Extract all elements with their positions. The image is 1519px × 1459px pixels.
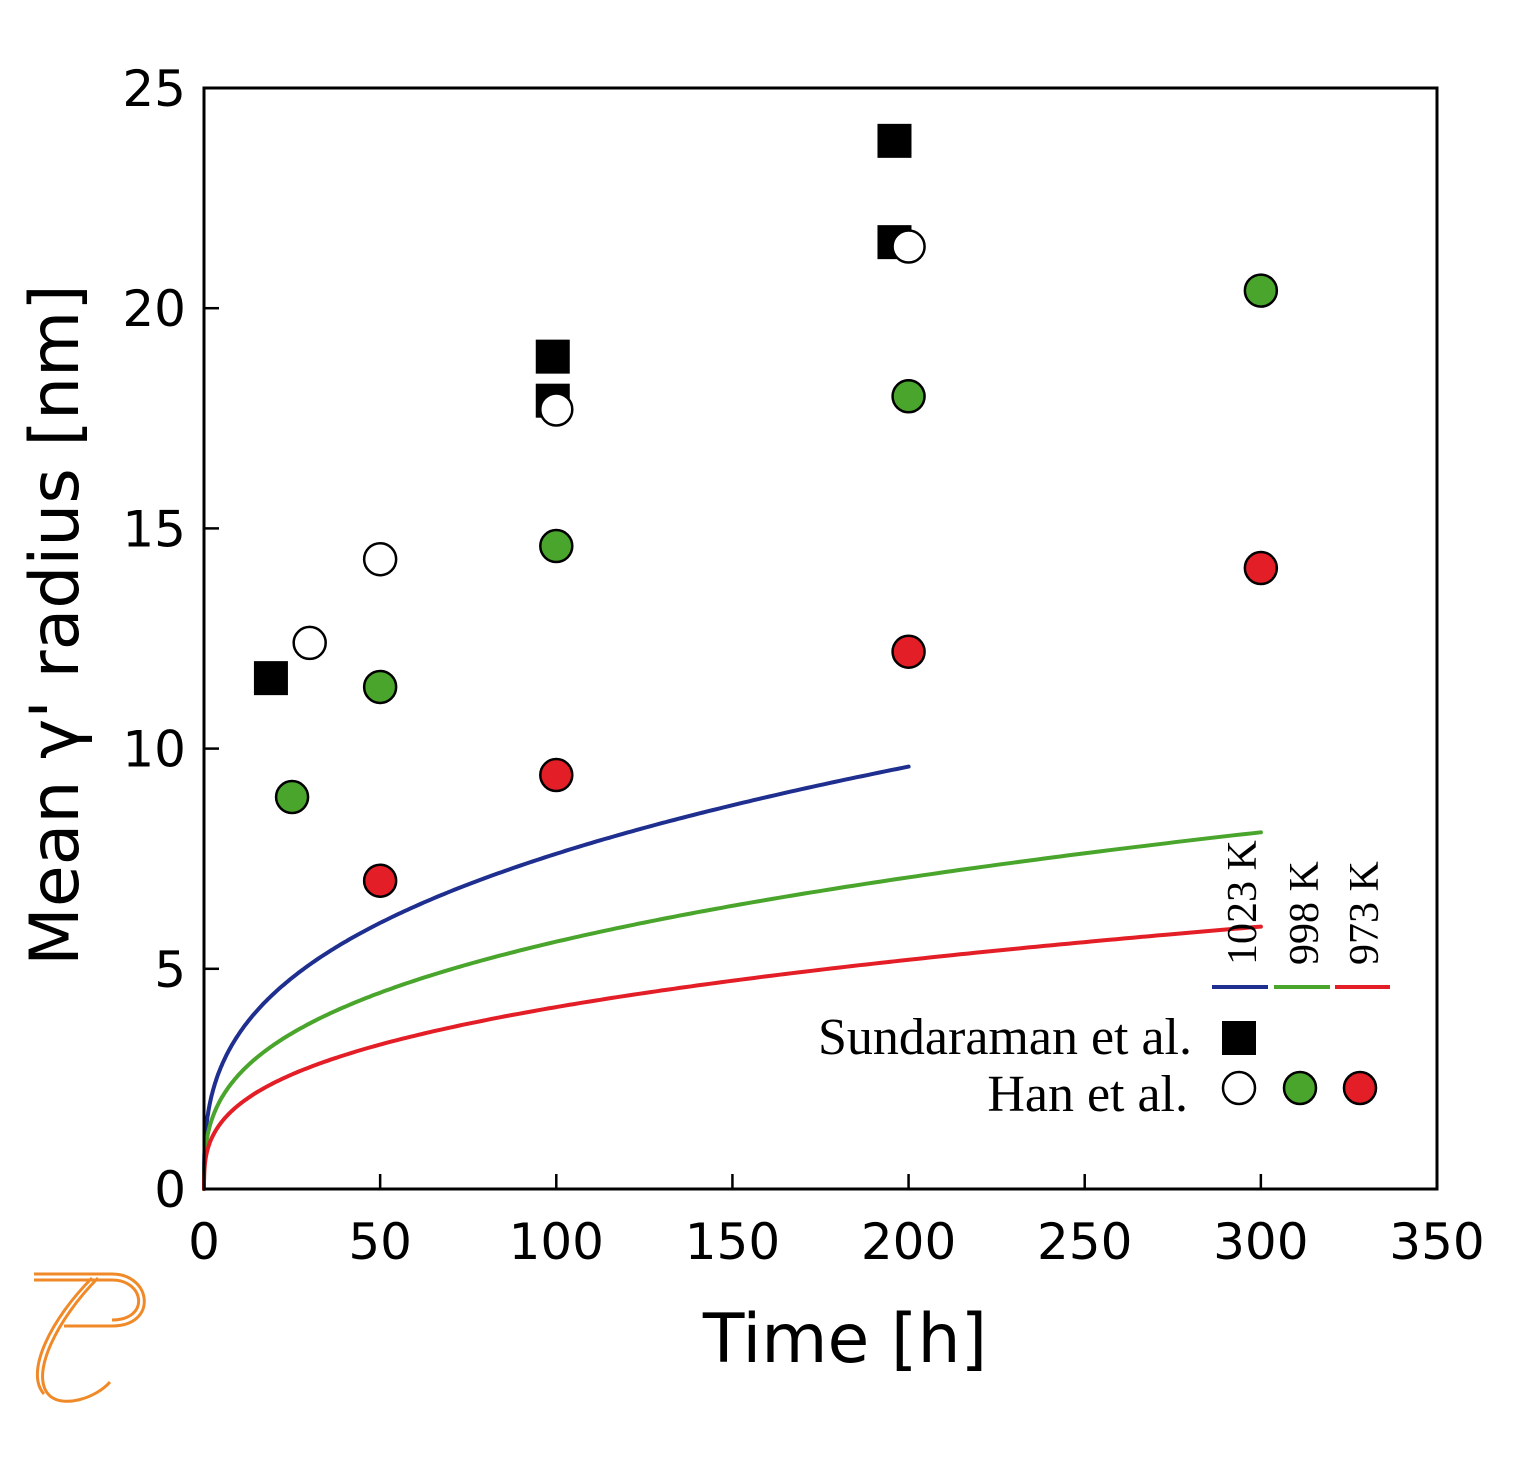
marker-han-998k [891, 379, 926, 414]
marker-han-973k [539, 757, 574, 793]
marker-sundaraman-1023k [535, 339, 570, 374]
y-tick-label: 5 [154, 941, 186, 999]
marker-han-1023k [891, 229, 926, 264]
x-tick-label: 250 [1037, 1213, 1132, 1271]
curve-1023-k [202, 764, 911, 1191]
marker-han-1023k [292, 625, 327, 661]
x-tick-label: 150 [685, 1213, 780, 1271]
marker-han-1023k [362, 541, 398, 577]
y-tick-label: 15 [122, 500, 186, 558]
marker-sundaraman-1023k [253, 661, 288, 696]
legend-marker-sundaraman-1023 [1222, 1021, 1256, 1055]
logo [34, 1272, 146, 1403]
x-tick-label: 50 [348, 1213, 412, 1271]
legend-temp-1023: 1023 K [1220, 840, 1266, 965]
y-axis-title: Mean γ' radius [nm] [16, 284, 95, 966]
x-tick-label: 350 [1389, 1213, 1484, 1271]
x-tick-label: 300 [1213, 1213, 1308, 1271]
marker-han-1023k [539, 392, 574, 427]
plot-frame [202, 86, 1439, 1191]
curve-998-k [202, 830, 1263, 1191]
x-axis-ticks: 0 50 100 150 200 250 300 350 [188, 1174, 1485, 1271]
curve-973-k [202, 924, 1263, 1191]
marker-han-998k [1243, 273, 1279, 308]
legend-source-sundaraman: Sundaraman et al. [818, 1009, 1192, 1066]
x-axis-title: Time [h] [702, 1300, 987, 1379]
legend-marker-han-1023 [1221, 1070, 1257, 1106]
marker-han-973k [362, 863, 398, 898]
legend-source-han: Han et al. [987, 1066, 1188, 1123]
y-tick-label: 25 [122, 60, 186, 118]
y-axis-ticks: 0 5 10 15 20 25 [122, 60, 219, 1219]
marker-han-973k [1243, 550, 1279, 586]
x-tick-label: 100 [509, 1213, 604, 1271]
y-tick-label: 20 [122, 280, 186, 338]
marker-sundaraman-1023k [877, 123, 912, 158]
legend-marker-han-973 [1342, 1070, 1378, 1106]
marker-han-998k [362, 669, 398, 705]
y-tick-label: 10 [122, 721, 186, 779]
legend-temp-973: 973 K [1342, 861, 1388, 965]
data-markers [253, 123, 1279, 898]
y-tick-label: 0 [154, 1161, 186, 1219]
legend-marker-han-998 [1282, 1070, 1318, 1106]
x-tick-label: 0 [188, 1213, 220, 1271]
legend: 1023 K 998 K 973 K Sundaraman et al. Han… [818, 840, 1390, 1123]
marker-han-998k [274, 779, 310, 815]
fit-curves [202, 764, 1263, 1191]
marker-han-998k [539, 528, 574, 564]
x-tick-label: 200 [861, 1213, 956, 1271]
legend-temp-998: 998 K [1282, 861, 1328, 965]
marker-han-973k [891, 634, 926, 669]
